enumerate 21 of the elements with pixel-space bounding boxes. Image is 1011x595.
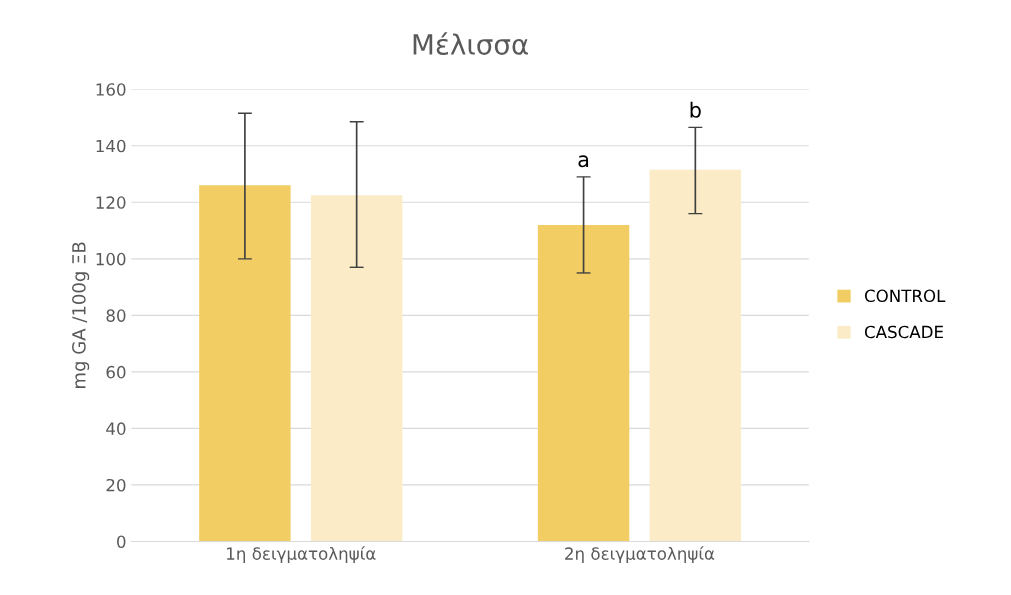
y-tick-label: 160 <box>96 83 126 96</box>
bar <box>649 169 742 542</box>
y-tick-label: 120 <box>96 196 126 209</box>
bar <box>199 185 291 542</box>
annotation: b <box>690 101 701 118</box>
y-tick-label: 80 <box>106 309 126 322</box>
annotation: a <box>578 155 589 168</box>
bar <box>310 195 403 542</box>
x-tick-label: 1η δειγματοληψία <box>227 546 376 564</box>
bar <box>537 224 630 542</box>
legend-label: CASCADE <box>864 325 943 339</box>
y-tick-label: 140 <box>96 139 126 153</box>
chart-title: Μέλισσα <box>413 32 528 55</box>
y-axis-title: mg GA /100g ΞΒ <box>72 242 90 388</box>
y-tick-label: 100 <box>96 252 126 266</box>
y-tick-label: 20 <box>106 478 126 492</box>
y-tick-label: 60 <box>106 365 126 379</box>
y-tick-label: 0 <box>117 535 126 549</box>
x-tick-label: 2η δειγματοληψία <box>565 546 715 564</box>
y-tick-label: 40 <box>106 422 126 435</box>
legend-label: CONTROL <box>864 289 946 303</box>
